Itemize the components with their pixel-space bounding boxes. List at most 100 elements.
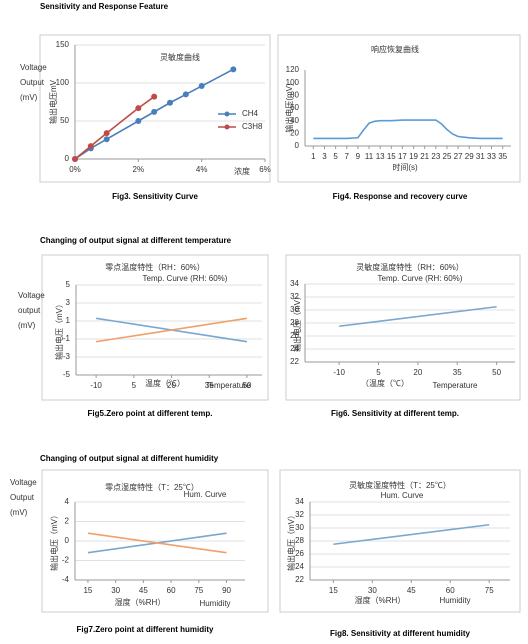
y-tick-label: 2 [65, 517, 70, 526]
y-tick-label: 0 [65, 536, 70, 545]
y-tick-label: 32 [290, 292, 299, 301]
heading: Sensitivity and Response Feature [40, 2, 169, 11]
x-tick-label: 50 [492, 368, 501, 377]
y-tick-label: 3 [66, 298, 71, 307]
side-label: (mV) [20, 93, 38, 102]
y-tick-label: 26 [295, 549, 304, 558]
x-tick-label: 11 [365, 152, 374, 161]
caption: Fig8. Sensitivity at different humidity [330, 629, 471, 638]
y-axis-label: 输出电压（mV） [292, 292, 302, 352]
y-tick-label: 20 [290, 128, 299, 137]
x-tick-label: 35 [453, 368, 462, 377]
section-heading: Changing of output signal at different t… [40, 236, 232, 245]
x-tick-label: 30 [111, 586, 120, 595]
x-tick-label: 5 [132, 381, 137, 390]
y-tick-label: 30 [295, 523, 304, 532]
data-point [198, 83, 205, 90]
x-axis-label: Humidity [199, 599, 230, 608]
section-heading: Changing of output signal at different h… [40, 454, 219, 463]
x-axis-label: Temperature [433, 381, 478, 390]
chart-title: 灵敏度温度特性（RH：60%） [356, 262, 464, 272]
x-axis-label: （温度（℃） [361, 378, 409, 388]
chart-frame [279, 469, 521, 613]
chart-subtitle: Hum. Curve [184, 490, 227, 499]
data-point [72, 156, 78, 162]
x-tick-label: 6% [259, 165, 271, 174]
x-tick-label: 5 [376, 368, 381, 377]
y-tick-label: 60 [290, 103, 299, 112]
x-tick-label: 75 [485, 586, 494, 595]
data-line [333, 523, 490, 546]
legend-marker [224, 124, 230, 130]
chart-frame [39, 34, 271, 183]
chart-frame [41, 254, 269, 401]
side-label: (mV) [10, 508, 28, 517]
caption: Fig5.Zero point at different temp. [88, 409, 213, 418]
x-tick-label: 45 [407, 586, 416, 595]
x-tick-label: 4% [196, 165, 208, 174]
x-tick-label: 13 [376, 152, 385, 161]
x-axis-label: 时间(s) [392, 162, 418, 172]
chart-frame [285, 254, 521, 401]
side-label: (mV) [18, 321, 36, 330]
chart-frame [277, 34, 521, 183]
side-label: Voltage [10, 478, 37, 487]
x-tick-label: 0% [69, 165, 81, 174]
y-tick-label: 22 [290, 357, 299, 366]
legend-marker [224, 111, 230, 117]
data-line [74, 96, 155, 160]
x-tick-label: 29 [465, 152, 474, 161]
x-tick-label: 3 [322, 152, 327, 161]
data-point [167, 99, 173, 106]
y-tick-label: 30 [290, 305, 299, 314]
x-tick-label: 60 [446, 586, 455, 595]
x-tick-label: 20 [167, 381, 176, 390]
y-axis-label: 输出电压mV [48, 79, 58, 124]
y-tick-label: 100 [286, 78, 300, 87]
y-tick-label: 34 [295, 497, 304, 506]
legend-label: C3H8 [242, 122, 263, 131]
y-tick-label: -5 [63, 370, 71, 379]
y-tick-label: 28 [295, 536, 304, 545]
chart-title: 零点湿度特性（T：25℃） [105, 482, 199, 492]
chart-title: 零点温度特性（RH：60%） [105, 262, 205, 272]
data-point [151, 108, 158, 115]
chart-subtitle: Temp. Curve (RH: 60%) [143, 274, 228, 283]
side-label: output [18, 306, 41, 315]
chart-title: 响应恢复曲线 [371, 44, 419, 54]
y-tick-label: 28 [290, 318, 299, 327]
y-tick-label: 4 [65, 497, 70, 506]
y-tick-label: -2 [62, 556, 70, 565]
chart-subtitle: Hum. Curve [381, 491, 424, 500]
y-tick-label: 24 [290, 344, 299, 353]
y-tick-label: 150 [56, 40, 70, 49]
chart-subtitle: Temp. Curve (RH: 60%) [378, 274, 463, 283]
y-tick-label: 34 [290, 279, 299, 288]
y-axis-label: 输出电压（mV） [49, 511, 59, 571]
data-line [313, 119, 503, 140]
data-line [95, 317, 248, 343]
data-line [87, 532, 227, 554]
y-tick-label: 1 [66, 316, 71, 325]
y-axis-label: 输出电压(mV) [284, 83, 294, 133]
x-tick-label: 50 [242, 381, 251, 390]
data-point [151, 93, 158, 100]
x-tick-label: 20 [413, 368, 422, 377]
y-tick-label: 26 [290, 331, 299, 340]
y-tick-label: 0 [65, 154, 70, 163]
data-point [87, 143, 94, 150]
data-point [135, 105, 142, 112]
x-tick-label: 21 [420, 152, 429, 161]
y-tick-label: 80 [290, 90, 299, 99]
legend-label: CH4 [242, 109, 259, 118]
side-label: Voltage [20, 63, 47, 72]
data-point [103, 130, 110, 137]
chart-title: 灵敏度湿度特性（T：25℃） [349, 480, 451, 490]
x-axis-label: 温度（℃） [145, 378, 185, 388]
x-tick-label: 35 [205, 381, 214, 390]
x-axis-label: Humidity [439, 596, 470, 605]
x-tick-label: 27 [454, 152, 463, 161]
x-tick-label: 23 [431, 152, 440, 161]
